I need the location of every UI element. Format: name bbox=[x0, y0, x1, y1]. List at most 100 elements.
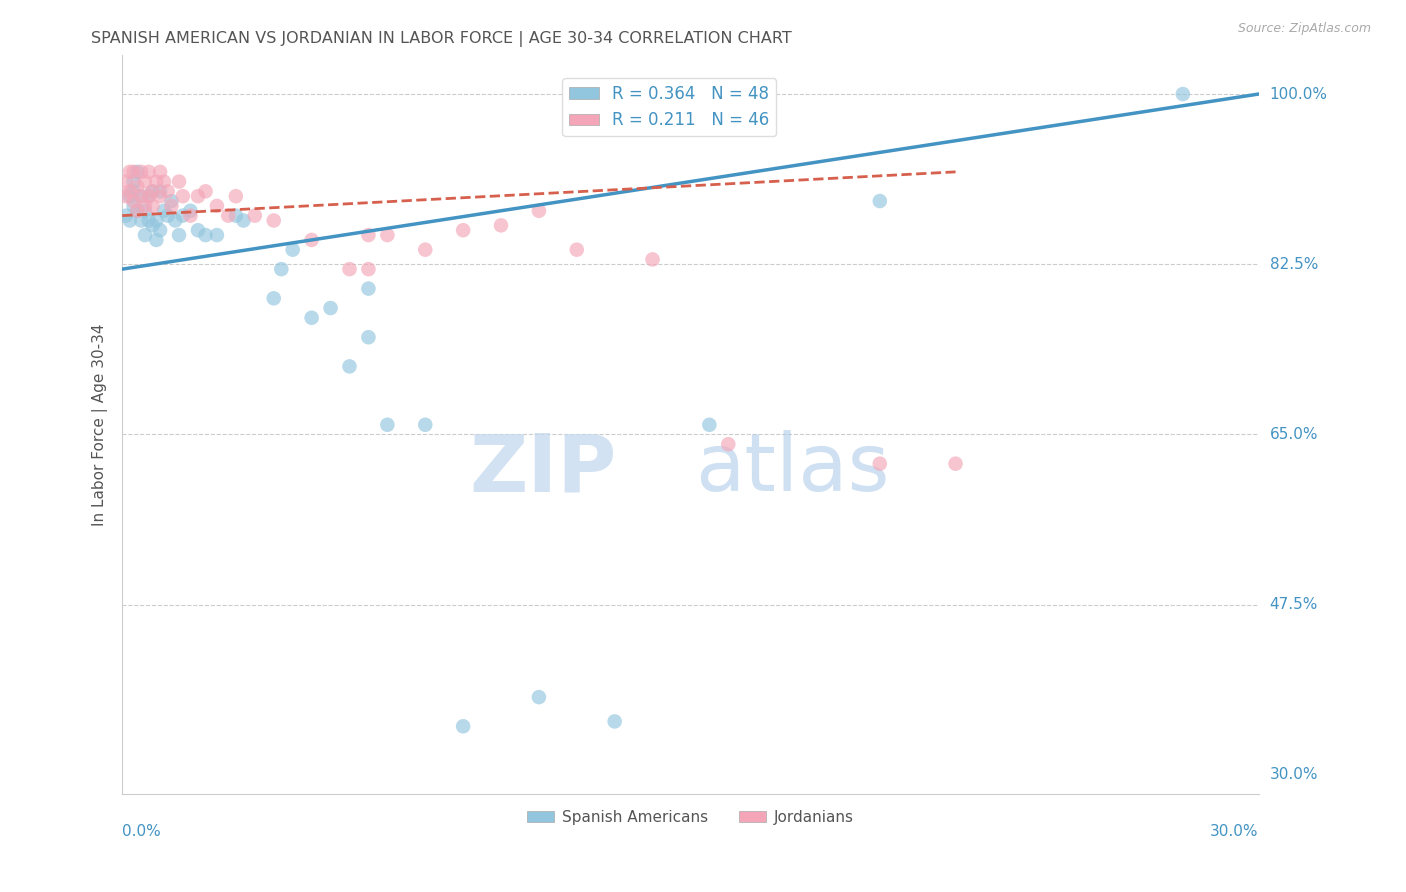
Point bbox=[122, 194, 145, 208]
Point bbox=[263, 291, 285, 305]
Point bbox=[377, 228, 399, 243]
Point bbox=[156, 184, 179, 198]
Point bbox=[301, 233, 323, 247]
Point bbox=[413, 417, 436, 432]
Point bbox=[138, 189, 160, 203]
Text: Source: ZipAtlas.com: Source: ZipAtlas.com bbox=[1237, 22, 1371, 36]
Point bbox=[699, 417, 721, 432]
Point bbox=[141, 184, 163, 198]
Point bbox=[134, 203, 156, 218]
Point bbox=[138, 165, 160, 179]
Point bbox=[129, 213, 152, 227]
Point bbox=[187, 189, 209, 203]
Point bbox=[1171, 87, 1194, 101]
Point bbox=[194, 184, 217, 198]
Y-axis label: In Labor Force | Age 30-34: In Labor Force | Age 30-34 bbox=[93, 324, 108, 526]
Point bbox=[179, 203, 201, 218]
Point bbox=[225, 189, 247, 203]
Text: atlas: atlas bbox=[696, 430, 890, 508]
Point bbox=[357, 228, 380, 243]
Point bbox=[138, 213, 160, 227]
Point bbox=[217, 209, 239, 223]
Point bbox=[641, 252, 664, 267]
Point bbox=[717, 437, 740, 451]
Point bbox=[145, 213, 167, 227]
Point bbox=[149, 165, 172, 179]
Point bbox=[357, 262, 380, 277]
Point bbox=[205, 228, 228, 243]
Point bbox=[134, 228, 156, 243]
Point bbox=[134, 175, 156, 189]
Point bbox=[194, 228, 217, 243]
Point bbox=[167, 228, 190, 243]
Point bbox=[129, 165, 152, 179]
Point bbox=[869, 457, 891, 471]
Text: 30.0%: 30.0% bbox=[1211, 824, 1258, 839]
Point bbox=[127, 203, 149, 218]
Point bbox=[145, 175, 167, 189]
Point bbox=[301, 310, 323, 325]
Point bbox=[160, 194, 183, 208]
Point bbox=[179, 209, 201, 223]
Legend: Spanish Americans, Jordanians: Spanish Americans, Jordanians bbox=[520, 804, 860, 831]
Point bbox=[115, 209, 138, 223]
Point bbox=[451, 223, 474, 237]
Point bbox=[167, 175, 190, 189]
Point bbox=[232, 213, 254, 227]
Point bbox=[129, 189, 152, 203]
Point bbox=[281, 243, 304, 257]
Point bbox=[149, 223, 172, 237]
Point bbox=[945, 457, 967, 471]
Point bbox=[565, 243, 588, 257]
Point bbox=[141, 184, 163, 198]
Point bbox=[141, 219, 163, 233]
Text: SPANISH AMERICAN VS JORDANIAN IN LABOR FORCE | AGE 30-34 CORRELATION CHART: SPANISH AMERICAN VS JORDANIAN IN LABOR F… bbox=[91, 31, 792, 47]
Point bbox=[122, 165, 145, 179]
Point bbox=[122, 184, 145, 198]
Point bbox=[527, 690, 550, 705]
Point bbox=[869, 194, 891, 208]
Point bbox=[357, 330, 380, 344]
Point bbox=[319, 301, 342, 315]
Point bbox=[205, 199, 228, 213]
Point bbox=[149, 189, 172, 203]
Text: 47.5%: 47.5% bbox=[1270, 598, 1317, 612]
Point bbox=[156, 209, 179, 223]
Point bbox=[127, 165, 149, 179]
Point bbox=[413, 243, 436, 257]
Point bbox=[115, 175, 138, 189]
Point bbox=[357, 282, 380, 296]
Point bbox=[603, 714, 626, 729]
Point bbox=[377, 417, 399, 432]
Point bbox=[165, 213, 187, 227]
Point bbox=[145, 233, 167, 247]
Text: 30.0%: 30.0% bbox=[1270, 767, 1319, 782]
Point bbox=[263, 213, 285, 227]
Point bbox=[149, 184, 172, 198]
Point bbox=[118, 213, 141, 227]
Point bbox=[127, 203, 149, 218]
Point bbox=[451, 719, 474, 733]
Point bbox=[225, 209, 247, 223]
Point bbox=[339, 359, 361, 374]
Point bbox=[489, 219, 512, 233]
Point bbox=[134, 199, 156, 213]
Point bbox=[153, 203, 176, 218]
Point bbox=[122, 175, 145, 189]
Point bbox=[172, 209, 194, 223]
Point bbox=[118, 165, 141, 179]
Point bbox=[270, 262, 292, 277]
Text: ZIP: ZIP bbox=[470, 430, 617, 508]
Text: 82.5%: 82.5% bbox=[1270, 257, 1317, 272]
Point bbox=[160, 199, 183, 213]
Point bbox=[153, 175, 176, 189]
Point bbox=[129, 189, 152, 203]
Point bbox=[172, 189, 194, 203]
Point bbox=[138, 189, 160, 203]
Point bbox=[527, 203, 550, 218]
Text: 0.0%: 0.0% bbox=[122, 824, 160, 839]
Point bbox=[118, 189, 141, 203]
Point bbox=[243, 209, 266, 223]
Point bbox=[187, 223, 209, 237]
Point bbox=[122, 199, 145, 213]
